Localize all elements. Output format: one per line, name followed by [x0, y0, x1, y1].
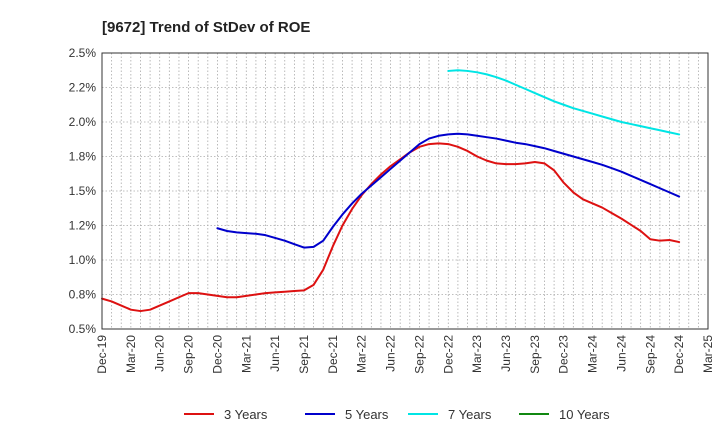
x-tick-label: Sep-21 — [297, 335, 311, 374]
x-tick-label: Dec-20 — [210, 335, 224, 374]
series-line-3-years — [101, 142, 681, 313]
y-tick-label: 2.0% — [69, 115, 97, 129]
series-line-7-years — [447, 69, 681, 136]
legend-label-7-years: 7 Years — [448, 407, 492, 422]
x-tick-label: Mar-25 — [701, 335, 715, 373]
y-tick-label: 1.0% — [69, 253, 97, 267]
x-tick-label: Sep-23 — [528, 335, 542, 374]
x-tick-label: Sep-24 — [643, 335, 657, 374]
x-tick-label: Dec-19 — [95, 335, 109, 374]
legend-label-5-years: 5 Years — [345, 407, 389, 422]
x-tick-label: Jun-21 — [268, 335, 282, 372]
x-tick-label: Mar-21 — [239, 335, 253, 373]
y-tick-label: 1.8% — [69, 150, 97, 164]
chart-title: [9672] Trend of StDev of ROE — [102, 19, 310, 36]
x-tick-label: Mar-23 — [470, 335, 484, 373]
x-tick-label: Dec-23 — [557, 335, 571, 374]
x-tick-label: Mar-24 — [586, 335, 600, 373]
x-tick-label: Dec-22 — [441, 335, 455, 374]
x-tick-label: Jun-23 — [499, 335, 513, 372]
grid — [101, 52, 709, 330]
y-tick-label: 0.8% — [69, 288, 97, 302]
legend-label-3-years: 3 Years — [224, 407, 268, 422]
x-tick-label: Mar-20 — [124, 335, 138, 373]
x-tick-label: Sep-20 — [182, 335, 196, 374]
x-tick-label: Mar-22 — [355, 335, 369, 373]
x-tick-label: Jun-20 — [153, 335, 167, 372]
x-tick-label: Jun-24 — [614, 335, 628, 372]
x-tick-label: Jun-22 — [384, 335, 398, 372]
legend: 3 Years 5 Years 7 Years 10 Years — [184, 407, 610, 422]
x-axis-ticks: Dec-19 Mar-20 Jun-20 Sep-20 Dec-20 Mar-21 Jun-… — [95, 335, 715, 374]
legend-label-10-years: 10 Years — [559, 407, 610, 422]
x-tick-label: Dec-21 — [326, 335, 340, 374]
x-tick-label: Dec-24 — [672, 335, 686, 374]
y-tick-label: 1.5% — [69, 184, 97, 198]
y-tick-label: 1.2% — [69, 219, 97, 233]
y-axis-ticks: 0.5% 0.8% 1.0% 1.2% 1.5% 1.8% 2.0% 2.2% 2.5% — [69, 46, 97, 336]
y-tick-label: 2.5% — [69, 46, 97, 60]
plot-frame — [101, 52, 709, 330]
y-tick-label: 2.2% — [69, 81, 97, 95]
x-tick-label: Sep-22 — [412, 335, 426, 374]
series-line-5-years — [216, 132, 681, 249]
y-tick-label: 0.5% — [69, 322, 97, 336]
series-lines — [101, 69, 681, 313]
